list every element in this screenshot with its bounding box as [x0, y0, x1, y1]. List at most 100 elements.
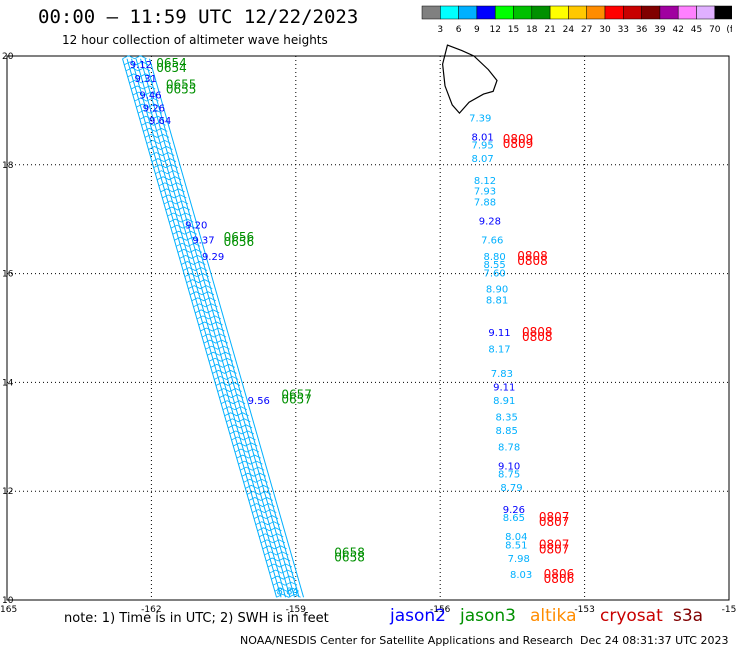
wave-height-label: 8.79 — [500, 483, 522, 494]
scale-label: 70 — [709, 25, 721, 35]
wave-height-label: 7.60 — [484, 268, 506, 279]
track-swath-mark — [246, 490, 272, 495]
track-swath-mark — [250, 503, 275, 507]
wave-height-label: 9.31 — [135, 74, 157, 85]
wave-height-label: 7.88 — [474, 198, 496, 209]
wave-height-label: 7.83 — [491, 369, 513, 380]
track-swath-mark — [215, 382, 241, 386]
wave-height-label: 9.26 — [503, 505, 525, 516]
wave-height-label: 9.28 — [479, 217, 501, 228]
mission-altika: altika — [530, 606, 577, 626]
track-swath-mark — [177, 248, 203, 253]
track-swath-mark — [269, 569, 294, 574]
scale-label: 3 — [437, 25, 443, 35]
track-swath-mark — [141, 121, 166, 126]
track-swath-mark — [217, 388, 242, 392]
track-swath-mark — [231, 436, 256, 441]
track-swath-mark — [259, 533, 284, 538]
track-swath-mark — [156, 176, 182, 181]
scale-label: 12 — [489, 25, 500, 35]
track-swath-mark — [122, 55, 147, 60]
coastline-big-island — [441, 44, 498, 115]
pass-time-label: 0806 — [544, 567, 575, 581]
wave-height-label: 9.10 — [498, 461, 520, 472]
x-tick-label: -165 — [0, 605, 17, 615]
pass-time-label: 0658 — [334, 545, 365, 559]
track-swath-mark — [226, 418, 251, 423]
wave-height-label: 7.98 — [508, 554, 530, 565]
track-swath-mark — [205, 345, 230, 350]
wave-height-label: 9.11 — [488, 328, 510, 339]
wave-height-label: 7.66 — [481, 236, 503, 247]
wave-height-label: 8.51 — [505, 540, 527, 551]
track-swath-mark — [238, 460, 263, 465]
chart-title: 00:00 – 11:59 UTC 12/22/2023 — [38, 6, 359, 28]
track-swath-line — [126, 58, 282, 598]
track-swath-mark — [169, 218, 194, 223]
x-tick-label: -15 — [722, 605, 737, 615]
track-swath-mark — [241, 472, 267, 477]
track-swath-mark — [210, 363, 235, 368]
wave-height-label: 9.37 — [192, 236, 214, 247]
wave-height-label: 8.12 — [474, 176, 496, 187]
scale-label: 9 — [474, 25, 480, 35]
track-swath-mark — [248, 497, 274, 501]
wave-height-label: 8.78 — [498, 442, 520, 453]
pass-time-label: 0656 — [224, 235, 255, 249]
track-swath-mark — [129, 79, 154, 84]
track-swath-mark — [191, 297, 216, 302]
wave-height-label: 7.95 — [471, 140, 493, 151]
track-swath-mark — [148, 146, 173, 150]
scale-label: 33 — [618, 25, 629, 35]
wave-height-label: 8.04 — [505, 532, 527, 543]
wave-height-label: 8.81 — [486, 296, 508, 307]
y-tick-label: 14 — [2, 378, 14, 388]
wave-height-map: -165 -162 -159 -156 -153 -15 10 12 14 16 18 20 9.12 9… — [0, 44, 737, 615]
track-swath-mark — [265, 557, 291, 562]
wave-height-label: 8.80 — [484, 252, 506, 263]
wave-height-label: 8.91 — [493, 396, 515, 407]
track-swath-line — [122, 58, 278, 598]
pass-time-label: 0807 — [539, 542, 570, 556]
pass-time-label: 0654 — [156, 56, 187, 70]
pass-time-label: 0654 — [156, 61, 187, 75]
scale-label: 45 — [691, 25, 702, 35]
y-tick-label: 10 — [2, 596, 14, 606]
wave-height-label: 9.26 — [143, 103, 165, 114]
pass-time-label: 0655 — [166, 78, 197, 92]
track-swath-mark — [181, 261, 206, 265]
track-swath-mark — [257, 527, 282, 532]
track-swath-mark — [172, 230, 197, 235]
wave-height-label: 8.84 — [277, 587, 299, 598]
pass-time-label: 0806 — [544, 572, 575, 586]
track-swath-mark — [162, 194, 187, 199]
track-swath-mark — [132, 91, 158, 96]
track-swath-mark — [179, 254, 204, 259]
scale-label: 21 — [544, 25, 555, 35]
wave-height-label: 8.65 — [503, 513, 525, 524]
track-swath-mark — [163, 200, 189, 205]
scale-swatch — [714, 5, 732, 20]
track-swath-mark — [229, 430, 254, 435]
track-swath-mark — [155, 170, 180, 175]
track-swath-mark — [160, 188, 185, 193]
track-swath-mark — [245, 484, 270, 489]
track-swath-mark — [188, 285, 213, 290]
track-swath-mark — [198, 321, 223, 326]
wave-height-label: 8.01 — [471, 132, 493, 143]
pass-time-label: 0658 — [334, 550, 365, 564]
track-swath-mark — [233, 442, 258, 447]
generation-timestamp: Dec 24 08:31:37 UTC 2023 — [580, 634, 729, 647]
track-swath-line — [131, 58, 287, 598]
pass-time-label: 0657 — [281, 393, 312, 407]
scale-label: 6 — [456, 25, 462, 35]
wave-height-label: 8.17 — [488, 344, 510, 355]
track-swath-mark — [136, 103, 161, 108]
track-swath-mark — [158, 182, 184, 187]
track-swath-mark — [262, 545, 287, 550]
wave-height-label: 9.12 — [130, 60, 152, 71]
track-swath-mark — [236, 454, 261, 459]
pass-time-label: 0656 — [224, 230, 255, 244]
track-swath-mark — [274, 587, 299, 592]
track-swath-mark — [189, 291, 215, 296]
